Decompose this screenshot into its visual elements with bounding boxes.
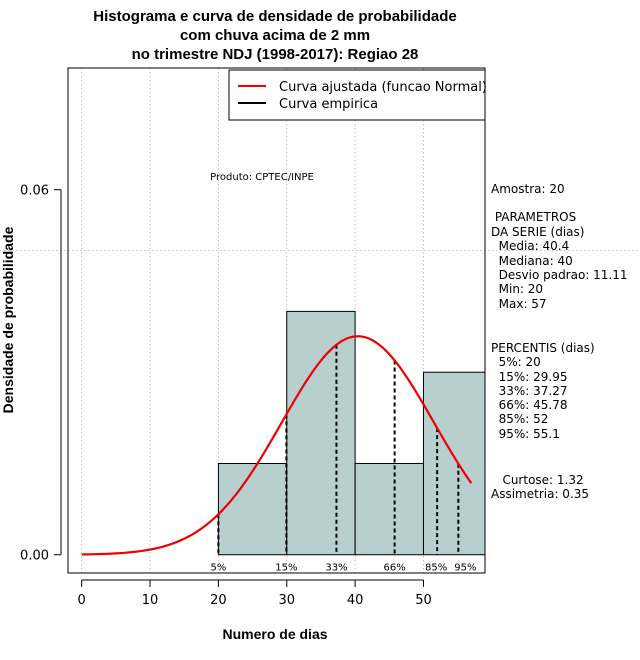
percentile-label-2: 15% xyxy=(275,563,297,574)
legend-empirical-label: Curva empirica xyxy=(279,97,378,112)
x-tick-label-40: 40 xyxy=(347,593,364,608)
chart-title-line-3: no trimestre NDJ (1998-2017): Regiao 28 xyxy=(132,46,419,63)
stat-da-serie: DA SERIE (dias) xyxy=(491,225,584,239)
percentile-label-4: 66% xyxy=(384,563,406,574)
stat-curtose: Curtose: 1.32 xyxy=(491,473,584,487)
x-tick-label-30: 30 xyxy=(278,593,295,608)
histogram-bar-2 xyxy=(286,310,356,556)
percentile-label-3: 33% xyxy=(325,563,347,574)
stat-p95: 95%: 55.1 xyxy=(491,427,560,441)
legend: Curva ajustada (funcao Normal) Curva emp… xyxy=(228,69,487,121)
x-tick-label-20: 20 xyxy=(210,593,227,608)
stat-p15: 15%: 29.95 xyxy=(491,370,568,384)
y-axis-title: Densidade de probabilidade xyxy=(0,226,16,413)
stat-p85: 85%: 52 xyxy=(491,412,548,426)
percentile-label-1: 5% xyxy=(210,563,226,574)
histogram-bars xyxy=(217,310,486,556)
legend-box xyxy=(228,69,486,121)
histogram-bar-1 xyxy=(217,462,288,556)
y-tick-label-1: 0.06 xyxy=(20,184,49,199)
stat-max: Max: 57 xyxy=(491,297,547,311)
x-axis-title: Numero de dias xyxy=(222,626,327,642)
chart-title-line-1: Histograma e curva de densidade de proba… xyxy=(93,8,456,25)
x-tick-label-0: 0 xyxy=(78,593,86,608)
stat-min: Min: 20 xyxy=(491,282,543,296)
plot-frame xyxy=(67,67,486,574)
stat-mediana: Mediana: 40 xyxy=(491,254,573,268)
percentile-lines: 5% 15% 33% 66% 85% 95% xyxy=(210,344,476,574)
stat-desvio-padrao: Desvio padrao: 11.11 xyxy=(491,268,628,282)
x-tick-label-10: 10 xyxy=(142,593,159,608)
axes: 0 10 20 30 40 50 0.00 0.06 xyxy=(20,184,432,608)
percentile-label-5: 85% xyxy=(425,563,447,574)
histogram-bar-4 xyxy=(422,371,486,556)
normal-curve xyxy=(81,335,473,556)
percentile-label-6: 95% xyxy=(454,563,476,574)
histogram-bar-3 xyxy=(354,462,424,556)
stat-percentis-heading: PERCENTIS (dias) xyxy=(491,341,595,355)
product-note: Produto: CPTEC/INPE xyxy=(210,172,314,183)
stat-parametros-heading: PARAMETROS xyxy=(491,210,576,224)
stat-media: Media: 40.4 xyxy=(491,239,569,253)
x-tick-label-50: 50 xyxy=(415,593,432,608)
chart-title-line-2: com chuva acima de 2 mm xyxy=(180,27,370,44)
stat-p5: 5%: 20 xyxy=(491,355,541,369)
y-tick-label-0: 0.00 xyxy=(20,549,49,564)
stat-p66: 66%: 45.78 xyxy=(491,398,568,412)
legend-normal-label: Curva ajustada (funcao Normal) xyxy=(279,80,487,95)
stat-p33: 33%: 37.27 xyxy=(491,384,568,398)
normal-curve-layer xyxy=(81,335,473,556)
stats-panel: Amostra: 20 PARAMETROS DA SERIE (dias) M… xyxy=(491,182,628,501)
stat-amostra: Amostra: 20 xyxy=(491,182,565,196)
stat-assimetria: Assimetria: 0.35 xyxy=(491,487,589,501)
